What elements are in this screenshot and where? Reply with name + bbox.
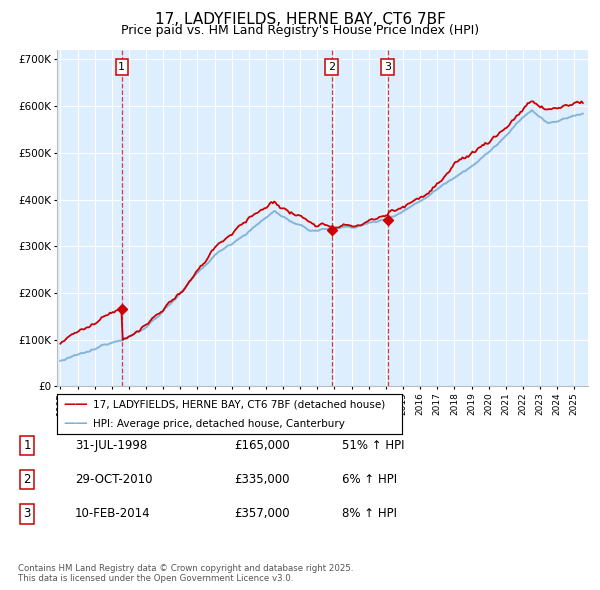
Text: 1: 1 <box>118 62 125 72</box>
Text: £165,000: £165,000 <box>234 439 290 452</box>
Text: ——: —— <box>63 417 88 430</box>
Text: 2: 2 <box>23 473 31 486</box>
Text: ——: —— <box>63 398 88 411</box>
Text: 6% ↑ HPI: 6% ↑ HPI <box>342 473 397 486</box>
Text: £335,000: £335,000 <box>234 473 290 486</box>
Text: Price paid vs. HM Land Registry's House Price Index (HPI): Price paid vs. HM Land Registry's House … <box>121 24 479 37</box>
Text: Contains HM Land Registry data © Crown copyright and database right 2025.
This d: Contains HM Land Registry data © Crown c… <box>18 563 353 583</box>
Text: 17, LADYFIELDS, HERNE BAY, CT6 7BF (detached house): 17, LADYFIELDS, HERNE BAY, CT6 7BF (deta… <box>93 400 385 410</box>
Text: 29-OCT-2010: 29-OCT-2010 <box>75 473 152 486</box>
Text: 10-FEB-2014: 10-FEB-2014 <box>75 507 151 520</box>
Text: 1: 1 <box>23 439 31 452</box>
Text: 8% ↑ HPI: 8% ↑ HPI <box>342 507 397 520</box>
Text: 31-JUL-1998: 31-JUL-1998 <box>75 439 147 452</box>
Text: 3: 3 <box>23 507 31 520</box>
Text: 2: 2 <box>328 62 335 72</box>
Text: £357,000: £357,000 <box>234 507 290 520</box>
Text: HPI: Average price, detached house, Canterbury: HPI: Average price, detached house, Cant… <box>93 419 345 428</box>
Text: 51% ↑ HPI: 51% ↑ HPI <box>342 439 404 452</box>
Text: 17, LADYFIELDS, HERNE BAY, CT6 7BF: 17, LADYFIELDS, HERNE BAY, CT6 7BF <box>155 12 445 27</box>
Text: 3: 3 <box>384 62 391 72</box>
